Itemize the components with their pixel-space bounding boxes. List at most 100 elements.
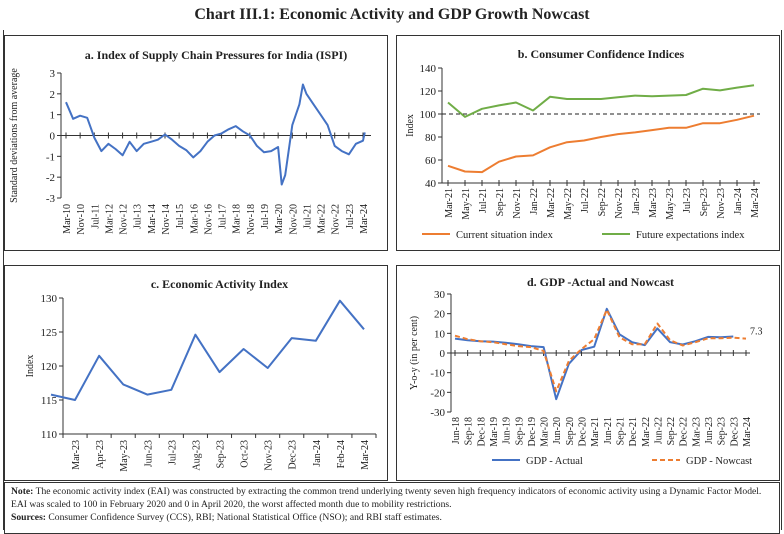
x-tick-label: Sep-18: [464, 417, 475, 445]
y-tick-label: 110: [41, 429, 58, 441]
x-tick-label: Dec-23: [288, 440, 299, 469]
x-tick-label: Jul-23: [345, 204, 356, 229]
current-situation-index-line: [447, 114, 755, 174]
panel-economic-activity: c. Economic Activity Index Index 130 125 120…: [4, 265, 388, 481]
y-tick-label: 20: [434, 309, 446, 321]
panel-title: a. Index of Supply Chain Pressures for I…: [85, 48, 347, 62]
y-tick-label: 3: [50, 68, 56, 80]
x-tick-label: May-22: [563, 188, 574, 220]
x-tick-label: Sep-19: [514, 417, 525, 445]
x-tick-label: Jul-15: [175, 204, 186, 229]
x-tick-label: Jul-23: [167, 440, 178, 465]
x-tick-label: Jan-23: [631, 188, 642, 215]
x-tick-label: Jul-23: [682, 188, 693, 213]
y-tick-label: -30: [430, 407, 445, 419]
x-tick-label: Mar-21: [444, 188, 455, 218]
x-tick-label: Nov-14: [161, 204, 172, 235]
y-tick-label: 140: [420, 63, 437, 75]
x-tick-label: Mar-20: [540, 417, 551, 447]
x-tick-label: Nov-22: [614, 188, 625, 219]
x-tick-label: Jan-24: [733, 188, 744, 215]
note-text: The economic activity index (EAI) was co…: [11, 486, 762, 510]
x-tick-label: Nov-20: [288, 204, 299, 235]
x-tick-label: Jan-22: [529, 188, 540, 215]
x-tick-label: Sep-21: [615, 417, 626, 445]
x-tick-label: Nov-23: [264, 440, 275, 471]
nowcast-value-label: 7.3: [750, 327, 763, 338]
x-tick-label: Dec-23: [729, 417, 740, 446]
x-tick-label: Sep-22: [597, 188, 608, 216]
x-tick-label: Jun-22: [653, 417, 664, 444]
y-tick-label: -3: [46, 193, 56, 205]
x-tick-label: Jul-17: [218, 204, 229, 229]
y-tick-label: 80: [425, 132, 437, 144]
y-tick-label: 2: [50, 89, 56, 101]
panel-title: c. Economic Activity Index: [151, 277, 288, 291]
note-label: Note:: [11, 486, 34, 497]
x-tick-label: Sep-21: [495, 188, 506, 216]
footnote: Note: The economic activity index (EAI) …: [4, 482, 780, 534]
x-tick-label: Sep-22: [666, 417, 677, 445]
y-tick-label: 1: [50, 110, 56, 122]
x-tick-label: Jul-19: [260, 204, 271, 229]
legend-label: GDP - Nowcast: [686, 456, 752, 467]
x-tick-label: Jul-21: [478, 188, 489, 213]
x-tick-label: Mar-24: [742, 417, 753, 447]
x-tick-label: Feb-24: [336, 440, 347, 468]
x-tick-label: Mar-14: [147, 204, 158, 234]
panel-gdp-nowcast: d. GDP -Actual and Nowcast Y-o-y (in per …: [396, 265, 780, 481]
legend-label: Current situation index: [456, 230, 554, 241]
x-tick-label: Mar-18: [232, 204, 243, 234]
gdp-actual-line: [454, 307, 734, 401]
x-tick-label: Jun-20: [552, 417, 563, 444]
x-tick-label: Mar-16: [189, 204, 200, 234]
y-tick-label: 130: [41, 293, 58, 305]
y-tick-label: -1: [46, 151, 55, 163]
x-tick-label: Jun-19: [502, 417, 513, 444]
economic-activity-chart: c. Economic Activity Index Index 130 125 120…: [25, 277, 377, 472]
x-tick-label: Nov-18: [246, 204, 257, 235]
x-tick-label: Jan-24: [312, 440, 323, 467]
x-tick-label: Mar-22: [641, 417, 652, 447]
x-tick-label: Mar-24: [359, 204, 370, 234]
x-tick-label: Dec-22: [679, 417, 690, 446]
x-tick-label: Nov-23: [716, 188, 727, 219]
x-tick-label: Jun-23: [704, 417, 715, 444]
chart-frame: [3, 30, 782, 530]
x-tick-label: Mar-21: [590, 417, 601, 447]
x-tick-label: Nov-16: [203, 204, 214, 235]
panel-title: d. GDP -Actual and Nowcast: [527, 275, 674, 289]
x-tick-label: Oct-23: [240, 440, 251, 468]
note-paragraph: Note: The economic activity index (EAI) …: [11, 485, 773, 511]
y-tick-label: 60: [425, 155, 437, 167]
y-axis-label: Index: [405, 114, 416, 137]
gdp-nowcast-chart: d. GDP -Actual and Nowcast Y-o-y (in per …: [409, 275, 763, 467]
panel-consumer-confidence: b. Consumer Confidence Indices Index 140 12…: [396, 35, 780, 251]
y-tick-label: 120: [41, 361, 58, 373]
x-tick-label: Jun-21: [603, 417, 614, 444]
x-tick-label: Mar-22: [546, 188, 557, 218]
y-tick-label: 30: [434, 289, 446, 301]
x-tick-label: Jun-18: [451, 417, 462, 444]
series-line: [50, 299, 365, 401]
y-axis-label: Standard deviations from average: [9, 68, 20, 203]
y-tick-label: 100: [420, 109, 437, 121]
x-tick-label: Nov-10: [76, 204, 87, 235]
x-tick-label: Mar-20: [274, 204, 285, 234]
x-tick-label: Dec-20: [578, 417, 589, 446]
x-tick-label: Aug-23: [191, 440, 202, 471]
x-tick-label: Jul-22: [580, 188, 591, 213]
x-tick-label: Dec-21: [628, 417, 639, 446]
y-axis-label: Y-o-y (in per cent): [409, 316, 420, 390]
gdp-nowcast-line: [454, 308, 747, 393]
y-tick-label: 0: [50, 131, 56, 143]
x-tick-label: Mar-24: [360, 440, 371, 470]
x-tick-label: Dec-19: [527, 417, 538, 446]
x-tick-label: Sep-20: [565, 417, 576, 445]
series-line: [65, 83, 366, 186]
x-tick-label: Dec-18: [476, 417, 487, 446]
x-tick-label: Mar-24: [750, 188, 761, 218]
x-tick-label: Nov-21: [512, 188, 523, 219]
x-tick-label: May-23: [665, 188, 676, 220]
x-tick-label: Jul-11: [90, 204, 101, 229]
